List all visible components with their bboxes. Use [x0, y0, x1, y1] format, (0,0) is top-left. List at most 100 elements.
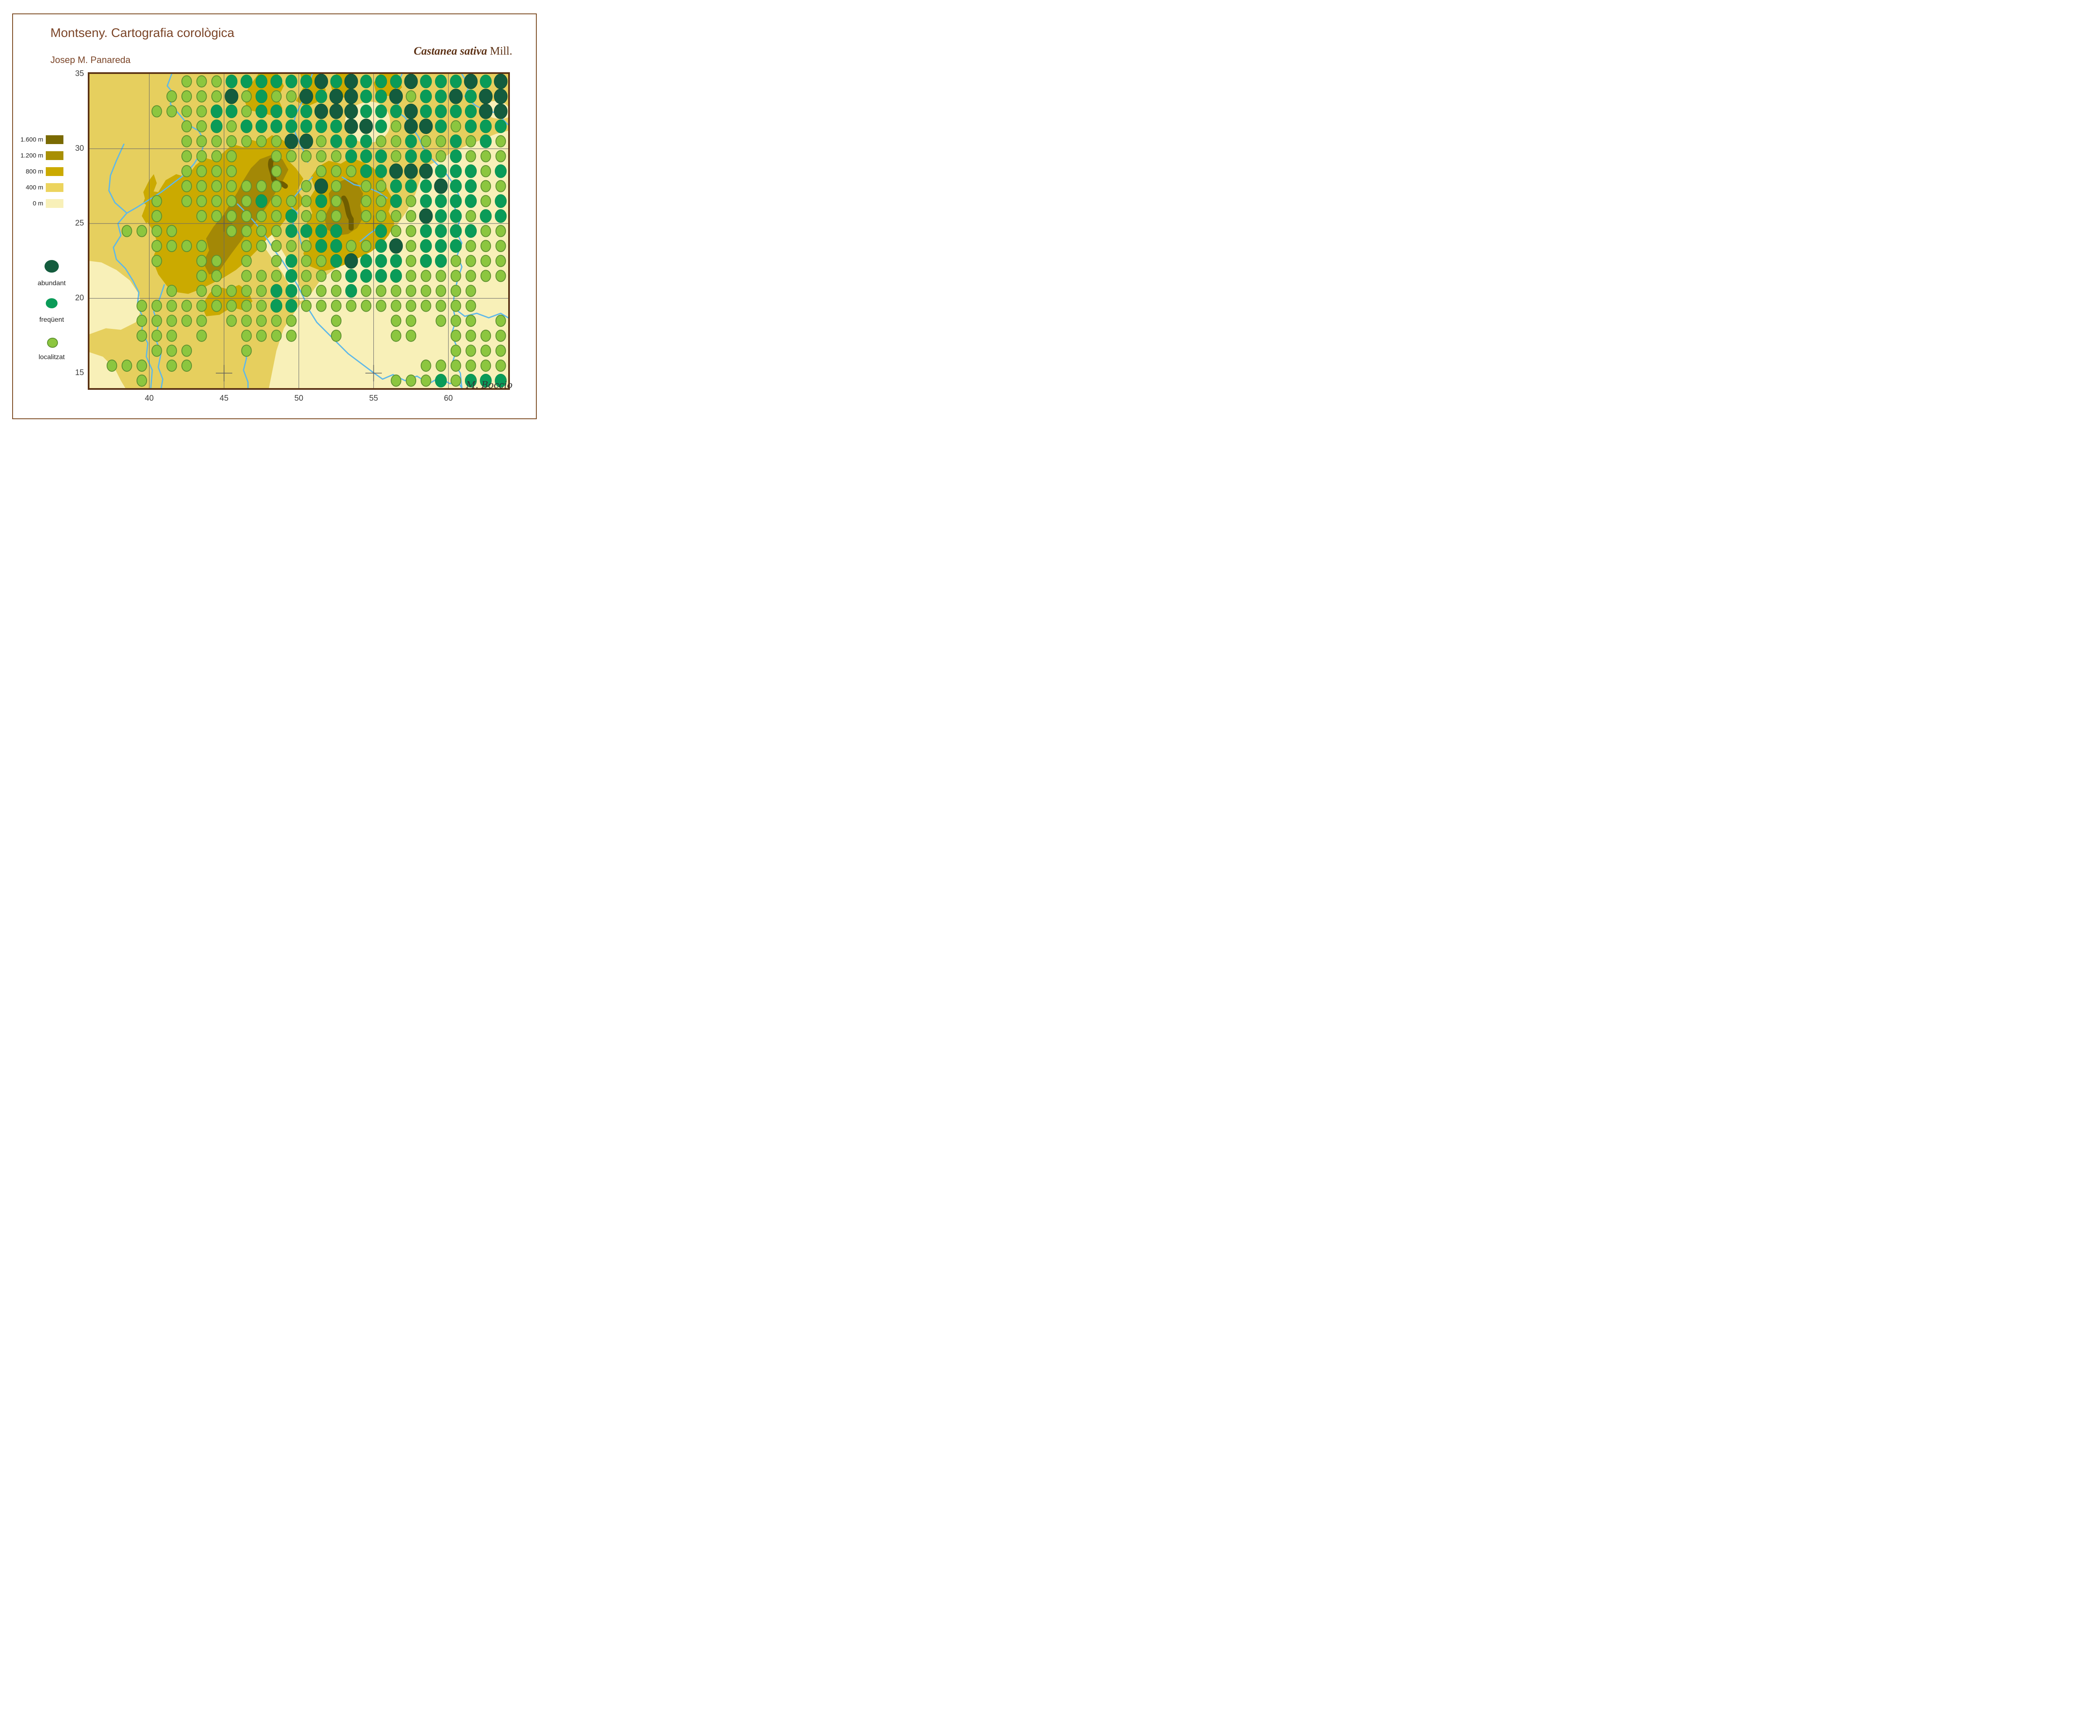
dot-localitzat — [151, 195, 162, 207]
species-title: Castanea sativa Mill. — [414, 45, 512, 58]
dot-localitzat — [495, 329, 506, 342]
dot-abundant — [479, 103, 493, 119]
dot-localitzat — [286, 240, 297, 252]
dot-localitzat — [450, 284, 461, 297]
terrain-0m — [89, 352, 126, 388]
elevation-label: 400 m — [26, 184, 43, 191]
dot-localitzat — [241, 135, 252, 147]
dot-frequent — [450, 164, 462, 178]
dot-localitzat — [286, 329, 297, 342]
dot-localitzat — [196, 135, 207, 147]
dot-localitzat — [450, 255, 461, 267]
dot-frequent — [420, 104, 432, 118]
dot-localitzat — [106, 360, 117, 372]
dot-localitzat — [256, 210, 267, 222]
dot-localitzat — [196, 255, 207, 267]
abundance-dot-abundant — [45, 260, 59, 273]
elevation-legend-item: 1.600 m — [21, 135, 105, 144]
dot-localitzat — [436, 360, 446, 372]
dot-frequent — [285, 269, 297, 283]
dot-frequent — [435, 89, 447, 103]
dot-localitzat — [211, 135, 222, 147]
dot-frequent — [480, 373, 492, 388]
dot-localitzat — [226, 195, 237, 207]
dot-frequent — [360, 104, 372, 118]
cartographer-signature: M. Boccio — [466, 380, 513, 391]
dot-localitzat — [465, 299, 476, 312]
dot-frequent — [465, 104, 477, 118]
dot-localitzat — [271, 210, 282, 222]
dot-localitzat — [465, 135, 476, 147]
dot-localitzat — [346, 299, 357, 312]
dot-abundant — [389, 238, 403, 254]
dot-localitzat — [256, 299, 267, 312]
dot-localitzat — [331, 180, 342, 192]
dot-frequent — [435, 239, 447, 253]
dot-frequent — [375, 104, 387, 118]
dot-localitzat — [196, 105, 207, 118]
dot-localitzat — [406, 374, 417, 387]
dot-abundant — [344, 89, 358, 104]
dot-localitzat — [256, 315, 267, 327]
dot-localitzat — [271, 225, 282, 237]
dot-localitzat — [375, 299, 386, 312]
dot-localitzat — [166, 240, 177, 252]
dot-abundant — [419, 163, 433, 179]
dot-localitzat — [406, 225, 417, 237]
dot-localitzat — [495, 344, 506, 357]
dot-frequent — [285, 209, 297, 223]
dot-localitzat — [271, 240, 282, 252]
dot-localitzat — [241, 180, 252, 192]
dot-localitzat — [211, 150, 222, 163]
dot-localitzat — [361, 240, 372, 252]
dot-frequent — [300, 74, 312, 89]
x-tick-40: 40 — [144, 394, 154, 403]
dot-frequent — [360, 164, 372, 178]
dot-abundant — [404, 118, 418, 134]
dot-localitzat — [136, 315, 147, 327]
dot-localitzat — [436, 135, 446, 147]
dot-localitzat — [271, 270, 282, 282]
dot-localitzat — [151, 299, 162, 312]
dot-localitzat — [181, 90, 192, 102]
dot-localitzat — [436, 270, 446, 282]
dot-abundant — [299, 89, 313, 104]
dot-abundant — [419, 118, 433, 134]
dot-abundant — [479, 89, 493, 104]
dot-abundant — [344, 74, 358, 89]
dot-localitzat — [241, 90, 252, 102]
dot-frequent — [345, 284, 357, 298]
dot-localitzat — [271, 165, 282, 178]
dot-localitzat — [151, 329, 162, 342]
dot-localitzat — [226, 315, 237, 327]
dot-localitzat — [465, 329, 476, 342]
dot-localitzat — [301, 180, 312, 192]
dot-localitzat — [181, 299, 192, 312]
dot-localitzat — [181, 360, 192, 372]
dot-localitzat — [196, 329, 207, 342]
dot-localitzat — [375, 284, 386, 297]
elevation-label: 800 m — [26, 168, 43, 175]
dot-frequent — [315, 224, 327, 238]
dot-localitzat — [181, 105, 192, 118]
dot-localitzat — [181, 195, 192, 207]
dot-localitzat — [331, 210, 342, 222]
dot-localitzat — [241, 344, 252, 357]
dot-localitzat — [495, 135, 506, 147]
dot-localitzat — [181, 75, 192, 88]
dot-frequent — [465, 179, 477, 193]
dot-localitzat — [480, 344, 491, 357]
x-tick-60: 60 — [444, 394, 453, 403]
dot-localitzat — [301, 299, 312, 312]
dot-localitzat — [331, 195, 342, 207]
dot-localitzat — [406, 90, 417, 102]
dot-localitzat — [226, 225, 237, 237]
dot-localitzat — [136, 225, 147, 237]
map-canvas — [88, 72, 510, 390]
elevation-swatch — [46, 183, 63, 192]
dot-localitzat — [271, 329, 282, 342]
dot-localitzat — [450, 360, 461, 372]
dot-frequent — [255, 194, 268, 208]
dot-localitzat — [286, 90, 297, 102]
dot-localitzat — [196, 90, 207, 102]
